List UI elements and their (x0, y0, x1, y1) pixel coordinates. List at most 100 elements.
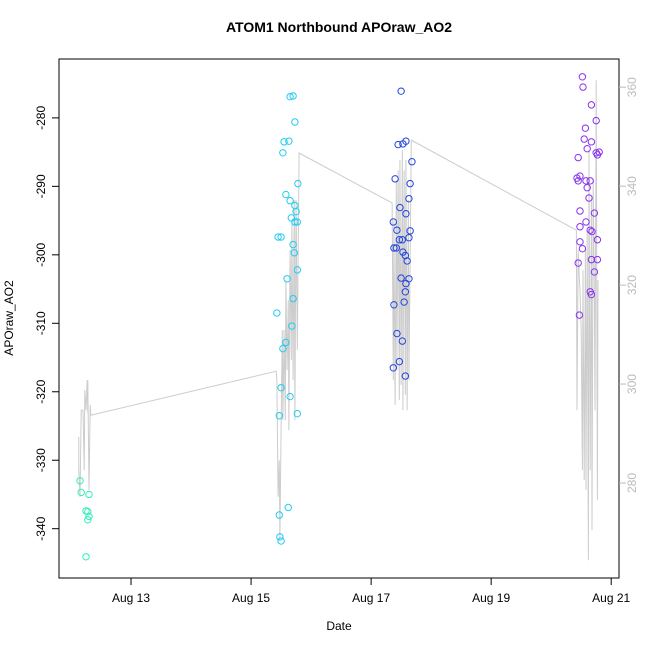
y2-tick-label: 280 (625, 473, 639, 493)
data-point (291, 118, 299, 126)
data-point (282, 190, 290, 199)
data-point (575, 311, 584, 319)
data-point (583, 184, 591, 192)
data-point (583, 144, 591, 153)
data-point (576, 207, 584, 215)
x-tick-label: Aug 21 (592, 591, 630, 605)
data-point (586, 226, 594, 234)
data-point (578, 73, 587, 81)
data-point (288, 322, 296, 330)
data-point (402, 210, 410, 218)
data-point (588, 227, 596, 236)
plot-frame (58, 58, 620, 579)
data-point (587, 255, 596, 264)
data-point (275, 412, 283, 420)
data-point (287, 214, 295, 222)
data-point (574, 177, 582, 185)
data-point (395, 357, 404, 366)
data-point (593, 236, 602, 244)
data-point (587, 101, 596, 109)
data-point (292, 207, 300, 216)
data-line (78, 80, 599, 561)
data-point (593, 151, 602, 159)
y-tick-label: -340 (34, 516, 48, 540)
data-point (277, 233, 285, 241)
data-point (392, 244, 401, 252)
data-point (273, 309, 281, 317)
data-point (408, 158, 416, 166)
data-point (293, 409, 301, 418)
y-tick-label: -310 (34, 311, 48, 335)
data-point (277, 383, 285, 392)
data-point (587, 138, 596, 146)
data-point (585, 194, 593, 202)
data-point (293, 218, 301, 226)
x-tick-label: Aug 17 (352, 591, 390, 605)
data-point (293, 266, 301, 274)
y2-tick-label: 320 (625, 275, 639, 295)
y-tick-label: -330 (34, 448, 48, 472)
data-point (276, 533, 284, 541)
data-point (290, 249, 298, 257)
data-point (576, 223, 584, 231)
data-point (582, 218, 590, 226)
data-point (279, 344, 287, 353)
data-point (578, 244, 587, 253)
data-point (289, 92, 297, 100)
data-point (576, 172, 584, 180)
data-point (401, 372, 410, 380)
y2-tick-label: 340 (625, 176, 639, 196)
data-point (398, 337, 407, 345)
data-point (395, 236, 404, 244)
data-point (396, 203, 404, 212)
data-point (399, 140, 407, 148)
x-tick-label: Aug 19 (472, 591, 510, 605)
data-point (274, 233, 282, 241)
data-point (580, 135, 588, 143)
data-point (391, 175, 399, 183)
data-point (294, 179, 302, 188)
data-point (590, 268, 599, 276)
data-point (284, 503, 292, 512)
data-point (587, 290, 596, 299)
data-point (285, 137, 293, 145)
data-point (85, 490, 93, 499)
data-point (291, 201, 299, 210)
data-point (82, 553, 90, 561)
data-point (275, 511, 283, 519)
data-point (279, 149, 287, 157)
y-axis-label: APOraw_AO2 (2, 280, 16, 356)
data-point (84, 507, 92, 516)
data-point (85, 512, 93, 521)
data-point (403, 257, 411, 265)
data-point (586, 177, 594, 185)
y2-tick-label: 300 (625, 374, 639, 394)
y-tick-label: -280 (34, 106, 48, 130)
y2-tick-label: 360 (625, 77, 639, 97)
y-tick-label: -290 (34, 174, 48, 198)
data-point (397, 87, 405, 95)
data-point (286, 392, 294, 401)
y-tick-label: -320 (34, 379, 48, 403)
data-point (401, 288, 410, 296)
data-point (402, 279, 410, 288)
chart-title: ATOM1 Northbound APOraw_AO2 (226, 19, 452, 35)
data-point (289, 240, 297, 249)
data-point (574, 259, 582, 267)
data-point (291, 218, 299, 226)
data-point (393, 329, 401, 338)
data-point (393, 226, 401, 234)
data-point (280, 138, 288, 146)
data-point (397, 274, 405, 282)
data-point (394, 140, 402, 149)
data-point (277, 537, 285, 545)
data-point (574, 153, 582, 162)
data-point (405, 234, 413, 242)
data-point (581, 124, 590, 132)
data-point (592, 116, 600, 125)
data-point (389, 218, 398, 226)
data-point (400, 298, 408, 306)
data-point (389, 364, 398, 372)
data-point (282, 338, 290, 347)
data-point (84, 516, 92, 524)
